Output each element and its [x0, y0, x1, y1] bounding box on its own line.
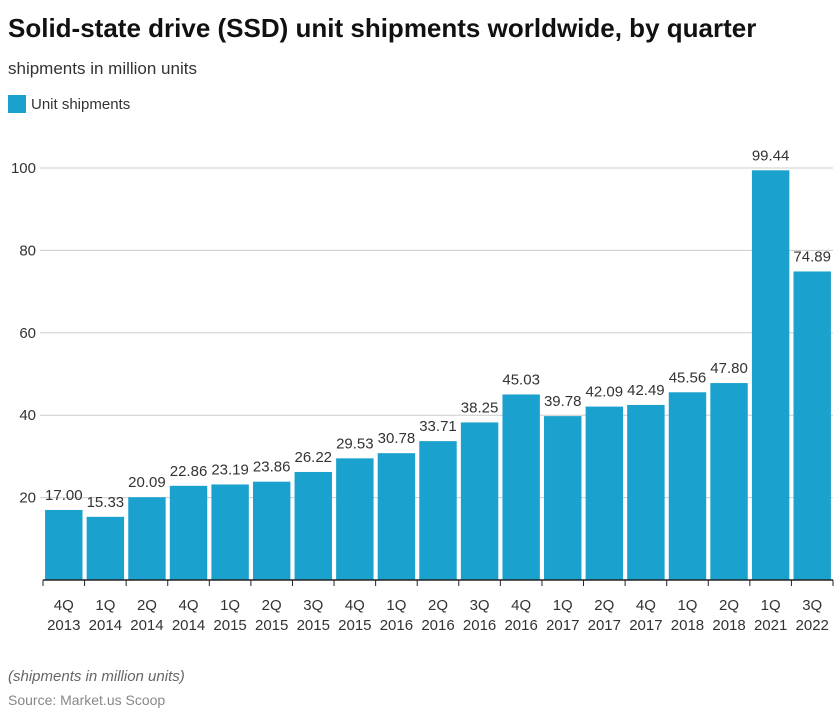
legend-label: Unit shipments — [31, 96, 130, 113]
footnote: (shipments in million units) — [8, 668, 185, 685]
bar — [377, 453, 416, 580]
x-tick-label: 2016 — [504, 617, 537, 634]
value-label: 23.19 — [211, 461, 249, 478]
value-label: 45.56 — [669, 369, 707, 386]
y-tick-label: 80 — [19, 242, 36, 259]
x-tick-label: 2016 — [463, 617, 496, 634]
bar — [252, 481, 291, 580]
x-tick-label: 3Q — [470, 597, 490, 614]
x-tick-label: 2Q — [719, 597, 739, 614]
x-tick-label: 3Q — [303, 597, 323, 614]
value-label: 99.44 — [752, 147, 790, 164]
bar — [710, 383, 748, 580]
y-tick-label: 60 — [19, 325, 36, 342]
legend-swatch — [8, 95, 26, 113]
x-tick-label: 2022 — [796, 617, 829, 634]
chart-subtitle: shipments in million units — [8, 59, 197, 78]
x-tick-label: 2015 — [297, 617, 330, 634]
x-tick-label: 2Q — [262, 597, 282, 614]
x-tick-label: 2017 — [546, 617, 579, 634]
value-label: 38.25 — [461, 399, 499, 416]
bar — [668, 392, 707, 580]
bar — [211, 484, 249, 580]
x-tick-label: 2015 — [338, 617, 371, 634]
x-tick-label: 4Q — [54, 597, 74, 614]
x-tick-label: 2Q — [137, 597, 157, 614]
x-tick-label: 2018 — [712, 617, 745, 634]
value-label: 42.09 — [586, 384, 624, 401]
value-label: 30.78 — [378, 430, 416, 447]
x-tick-label: 2013 — [47, 617, 80, 634]
bar — [627, 404, 665, 580]
x-tick-label: 4Q — [636, 597, 656, 614]
x-tick-label: 1Q — [386, 597, 406, 614]
bar — [751, 170, 790, 581]
y-tick-label: 20 — [19, 490, 36, 507]
value-label: 23.86 — [253, 459, 291, 476]
value-label: 20.09 — [128, 474, 166, 491]
bar — [419, 441, 457, 580]
bar — [128, 497, 166, 580]
x-tick-label: 2Q — [428, 597, 448, 614]
value-label: 45.03 — [502, 371, 540, 388]
x-tick-label: 1Q — [553, 597, 573, 614]
x-tick-label: 1Q — [761, 597, 781, 614]
value-label: 42.49 — [627, 382, 665, 399]
x-tick-label: 2014 — [130, 617, 163, 634]
source: Source: Market.us Scoop — [8, 692, 165, 708]
x-tick-label: 2015 — [213, 617, 246, 634]
x-tick-label: 3Q — [802, 597, 822, 614]
bar — [169, 485, 208, 580]
chart-title: Solid-state drive (SSD) unit shipments w… — [8, 13, 756, 43]
x-tick-label: 4Q — [179, 597, 199, 614]
bar — [793, 271, 831, 580]
x-tick-label: 2014 — [89, 617, 122, 634]
y-tick-label: 40 — [19, 407, 36, 424]
x-tick-label: 2015 — [255, 617, 288, 634]
value-label: 22.86 — [170, 463, 208, 480]
bar — [460, 422, 499, 580]
bar — [502, 394, 540, 580]
y-tick-label: 100 — [11, 160, 36, 177]
value-label: 26.22 — [294, 449, 332, 466]
bar — [294, 471, 332, 580]
x-tick-label: 2017 — [629, 617, 662, 634]
x-tick-label: 2018 — [671, 617, 704, 634]
x-tick-label: 2017 — [588, 617, 621, 634]
x-tick-label: 2Q — [594, 597, 614, 614]
x-tick-label: 2014 — [172, 617, 205, 634]
bar — [585, 406, 624, 580]
value-label: 39.78 — [544, 393, 582, 410]
x-tick-label: 1Q — [95, 597, 115, 614]
bar — [336, 458, 374, 580]
x-tick-label: 4Q — [345, 597, 365, 614]
x-tick-label: 1Q — [677, 597, 697, 614]
x-tick-label: 1Q — [220, 597, 240, 614]
value-label: 47.80 — [710, 360, 748, 377]
value-label: 33.71 — [419, 418, 457, 435]
value-label: 17.00 — [45, 487, 83, 504]
x-tick-label: 2016 — [380, 617, 413, 634]
bar — [544, 416, 582, 580]
value-label: 15.33 — [87, 494, 125, 511]
x-tick-label: 4Q — [511, 597, 531, 614]
x-tick-label: 2016 — [421, 617, 454, 634]
value-label: 74.89 — [793, 248, 831, 265]
x-tick-label: 2021 — [754, 617, 787, 634]
value-label: 29.53 — [336, 435, 374, 452]
bar — [86, 516, 125, 580]
bar — [45, 509, 83, 580]
